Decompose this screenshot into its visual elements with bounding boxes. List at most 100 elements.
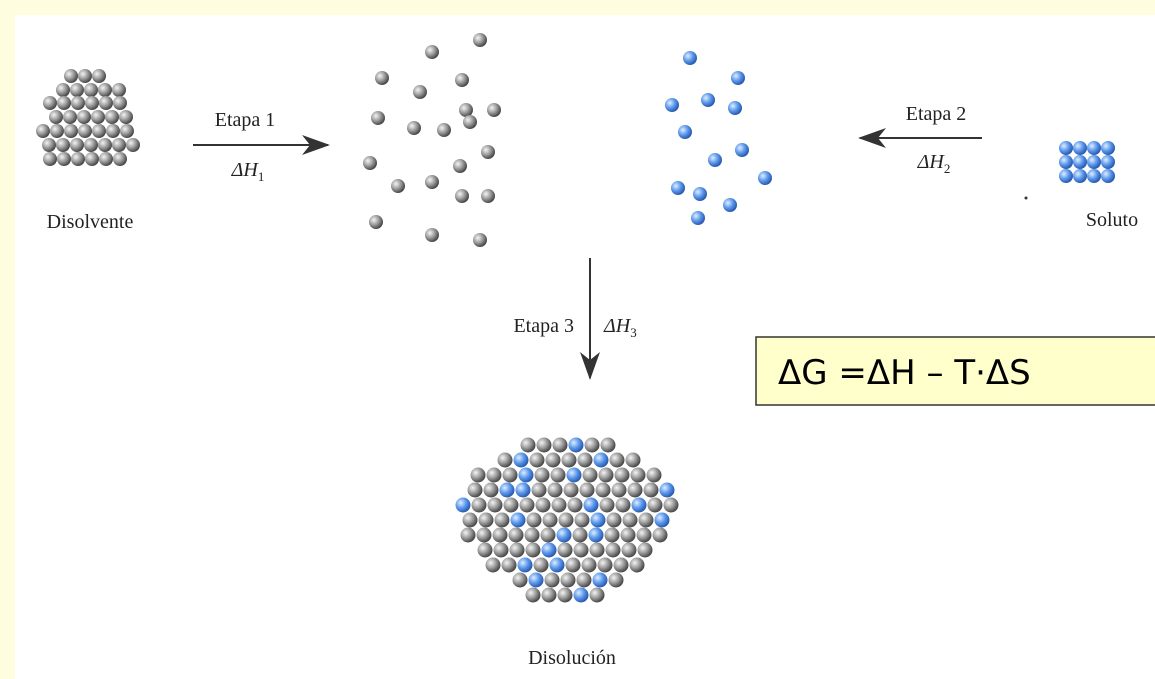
solvent-particle [70, 138, 84, 152]
solvent-particle [561, 573, 576, 588]
subscript: 1 [258, 169, 265, 184]
solvent-particle [56, 138, 70, 152]
solvent-particle [84, 138, 98, 152]
solvent-particle [70, 83, 84, 97]
solvent-particle [582, 558, 597, 573]
solvent-particle [564, 483, 579, 498]
solvent-particle [50, 124, 64, 138]
solvent-particle [77, 110, 91, 124]
solvent-particle [590, 543, 605, 558]
solvent-particle [437, 123, 451, 137]
solvent-particle [98, 83, 112, 97]
solvent-particle [607, 513, 622, 528]
solvent-particle [487, 468, 502, 483]
solute-particle [735, 143, 749, 157]
solvent-particle [113, 152, 127, 166]
solvent-particle [463, 115, 477, 129]
solvent-particle [596, 483, 611, 498]
solvent-particle [628, 483, 643, 498]
solvent-particle [585, 438, 600, 453]
solvent-particle [532, 483, 547, 498]
solvent-particle [605, 528, 620, 543]
solvent-particle [631, 468, 646, 483]
solvent-particle [623, 513, 638, 528]
solvent-particle [99, 152, 113, 166]
solvent-particle [488, 498, 503, 513]
solute-particle [1059, 141, 1073, 155]
solvent-particle [92, 69, 106, 83]
solvent-particle [537, 438, 552, 453]
solvent-particle [559, 513, 574, 528]
solvent-particle [664, 498, 679, 513]
solvent-particle [91, 110, 105, 124]
solvent-particle [78, 124, 92, 138]
solvent-particle [126, 138, 140, 152]
solute-particle [708, 153, 722, 167]
solvent-particle [502, 558, 517, 573]
solvent-particle [543, 513, 558, 528]
symbol: ΔH [917, 151, 946, 173]
solvent-particle [521, 438, 536, 453]
solvent-particle [562, 453, 577, 468]
solvent-particle [407, 121, 421, 135]
solvent-particle [566, 558, 581, 573]
solvent-particle [473, 233, 487, 247]
solvent-particle [112, 138, 126, 152]
solvent-particle [425, 45, 439, 59]
solvent-particle [577, 573, 592, 588]
solvent-particle [599, 468, 614, 483]
solute-particle [683, 51, 697, 65]
solute-particle [1059, 169, 1073, 183]
solvent-particle [530, 453, 545, 468]
solvent-particle [99, 96, 113, 110]
solute-particle [514, 453, 529, 468]
solvent-particle [545, 573, 560, 588]
solvent-particle [552, 498, 567, 513]
subscript: 2 [944, 161, 951, 176]
solvent-particle [468, 483, 483, 498]
solute-particle [584, 498, 599, 513]
solvent-particle [461, 528, 476, 543]
solvent-particle [614, 558, 629, 573]
solvent-particle [371, 111, 385, 125]
solvent-particle [548, 483, 563, 498]
solvent-particle [638, 543, 653, 558]
solvent-particle [42, 138, 56, 152]
solvent-particle [526, 543, 541, 558]
solute-particle [1087, 155, 1101, 169]
solvent-particle [542, 588, 557, 603]
solvent-particle [546, 453, 561, 468]
solute-particle [678, 125, 692, 139]
solute-particle [693, 187, 707, 201]
solvent-particle [612, 483, 627, 498]
solvent-particle [494, 543, 509, 558]
solute-particle [593, 573, 608, 588]
solvent-particle [112, 83, 126, 97]
solvent-particle [369, 215, 383, 229]
solute-particle [723, 198, 737, 212]
symbol: ΔH [231, 159, 260, 181]
solvent-particle [653, 528, 668, 543]
solvent-particle [648, 498, 663, 513]
solvent-particle [575, 513, 590, 528]
solvent-particle [453, 159, 467, 173]
solvent-particle [64, 69, 78, 83]
solute-particle [567, 468, 582, 483]
solvent-particle [503, 468, 518, 483]
solvent-particle [600, 498, 615, 513]
solvent-particle [509, 528, 524, 543]
solute-particle [1059, 155, 1073, 169]
solvent-particle [481, 145, 495, 159]
solvent-particle [504, 498, 519, 513]
solvent-particle [481, 189, 495, 203]
solvent-particle [472, 498, 487, 513]
solvent-particle [63, 110, 77, 124]
solute-particle [500, 483, 515, 498]
solute-particle [591, 513, 606, 528]
solute-particle [518, 558, 533, 573]
solvent-particle [647, 468, 662, 483]
solvent-particle [363, 156, 377, 170]
solute-particle [574, 588, 589, 603]
solvent-particle [498, 453, 513, 468]
solvent-particle [493, 528, 508, 543]
